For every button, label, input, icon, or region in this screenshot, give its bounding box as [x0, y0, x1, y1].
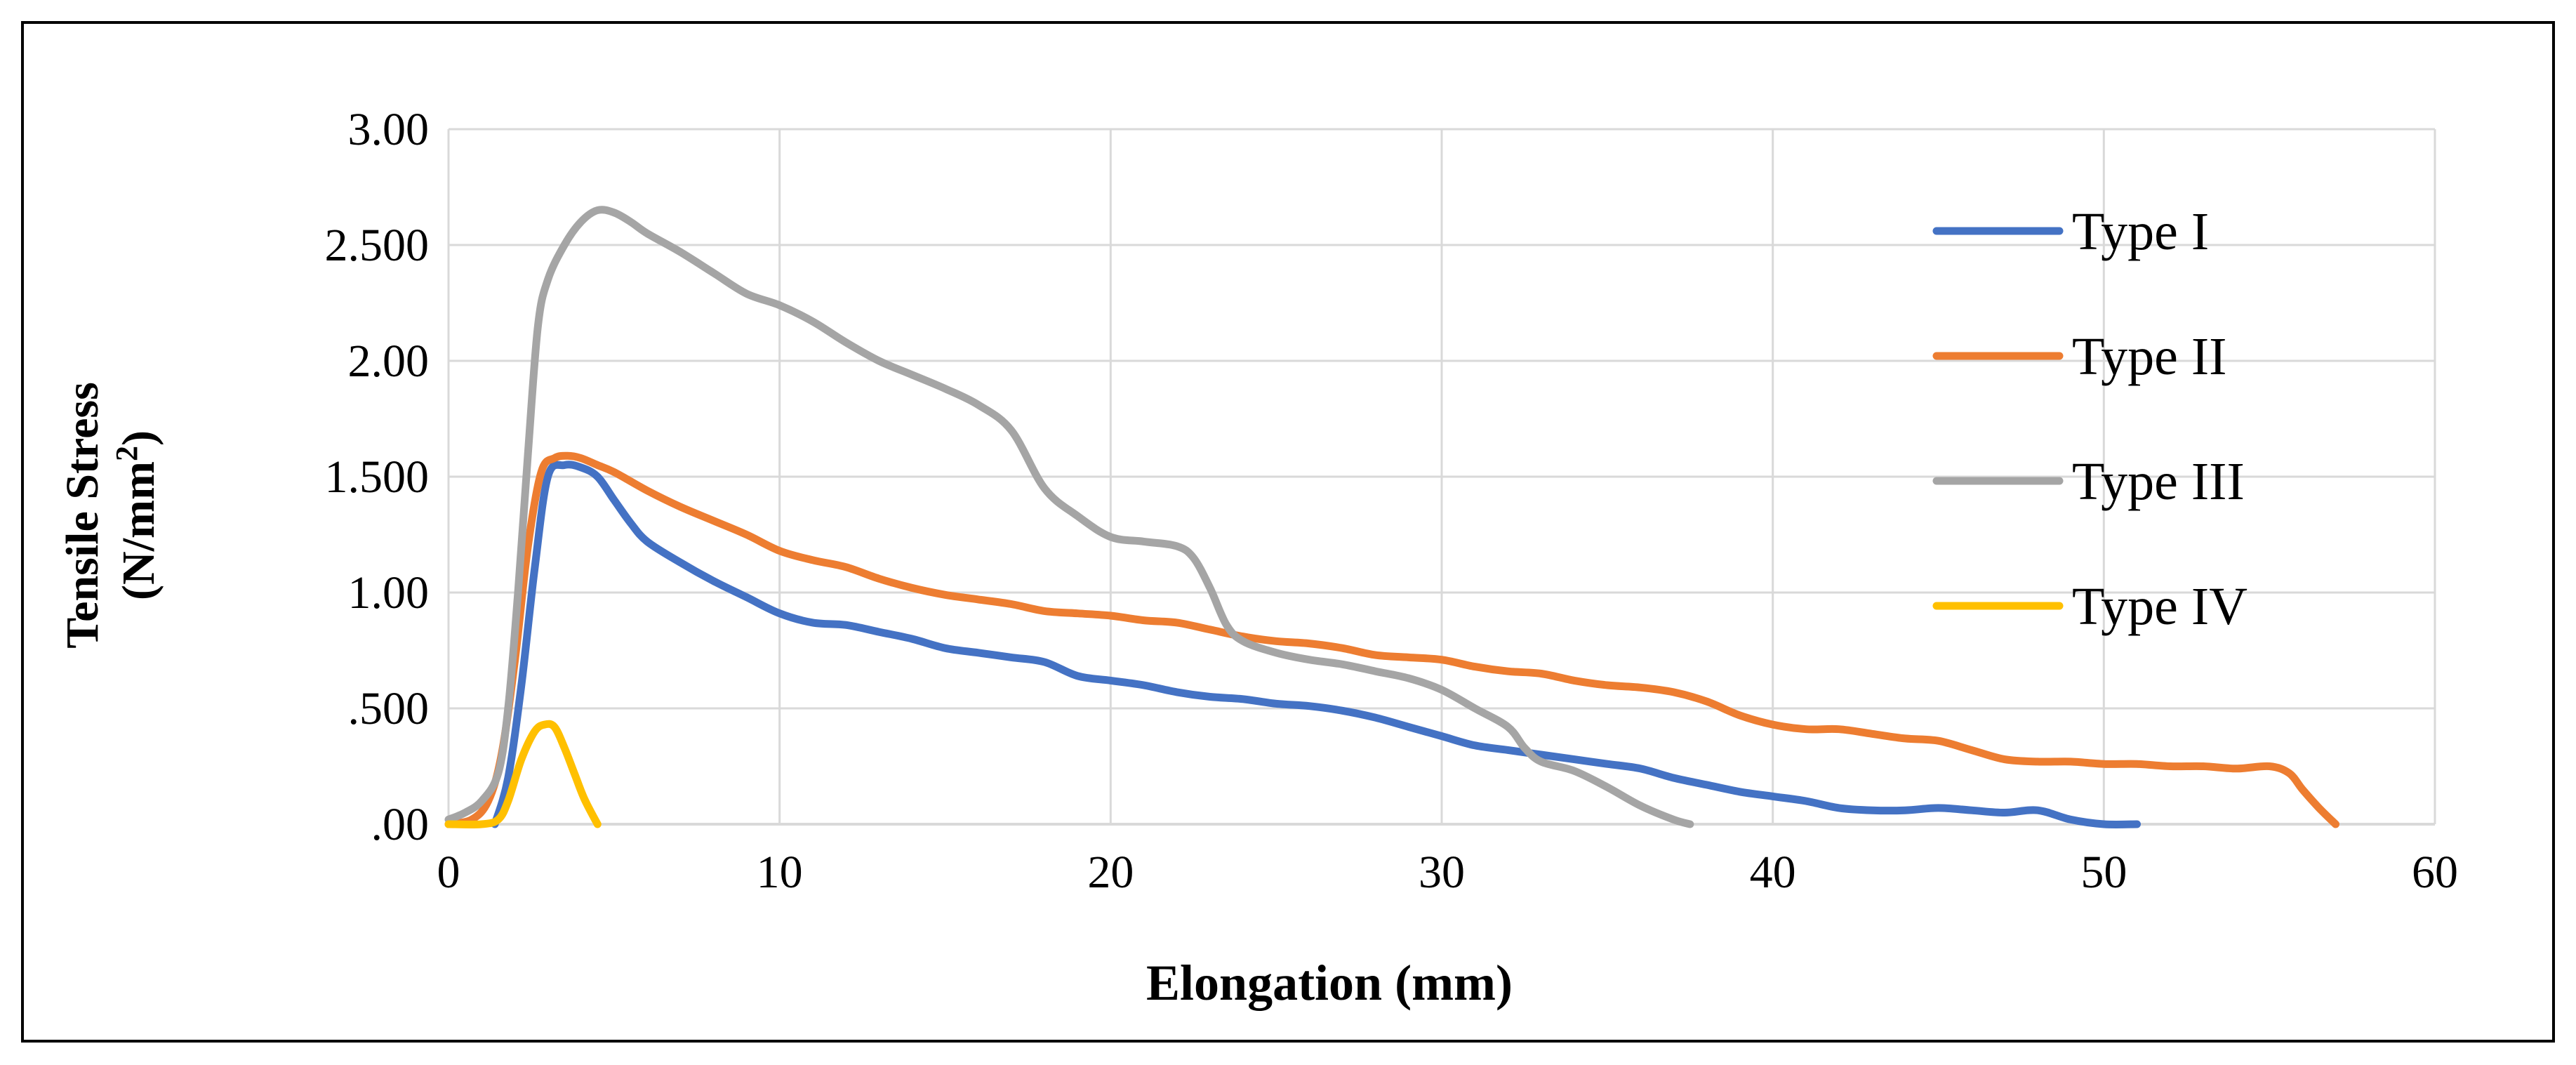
- x-tick-label: 40: [1750, 847, 1796, 898]
- y-tick-label: .00: [371, 799, 430, 850]
- legend: Type I Type II Type III Type IV: [1932, 202, 2248, 636]
- y-tick-label: 3.00: [348, 104, 430, 155]
- x-tick-label: 50: [2080, 847, 2127, 898]
- series-line-type-iii: [444, 206, 1694, 828]
- y-tick-label: 2.00: [348, 336, 430, 387]
- chart-frame: .00 .500 1.00 1.500 2.00 2.500 3.00 0 10 20 30 40 5…: [21, 21, 2555, 1043]
- grid-lines: [447, 128, 2436, 824]
- series-line-type-i: [491, 461, 2141, 828]
- series-line-type-iv: [444, 720, 602, 828]
- x-tick-label: 10: [757, 847, 803, 898]
- x-axis-ticks: 0 10 20 30 40 50 60: [437, 847, 2459, 898]
- legend-label-type-ii: Type II: [2072, 327, 2226, 386]
- y-axis-title-line1: Tensile Stress: [57, 382, 108, 649]
- series-line-type-ii: [444, 451, 2339, 828]
- x-tick-label: 0: [437, 847, 460, 898]
- y-axis-ticks: .00 .500 1.00 1.500 2.00 2.500 3.00: [325, 104, 430, 850]
- x-tick-label: 20: [1087, 847, 1134, 898]
- tensile-stress-chart: .00 .500 1.00 1.500 2.00 2.500 3.00 0 10 20 30 40 5…: [57, 104, 2459, 1011]
- legend-label-type-iv: Type IV: [2072, 577, 2248, 636]
- y-tick-label: 1.500: [325, 451, 430, 503]
- data-series: [444, 206, 2339, 828]
- y-tick-label: 1.00: [348, 567, 430, 619]
- x-tick-label: 30: [1419, 847, 1465, 898]
- x-axis-title: Elongation (mm): [1146, 955, 1513, 1011]
- legend-label-type-i: Type I: [2072, 202, 2209, 261]
- x-tick-label: 60: [2412, 847, 2458, 898]
- y-tick-label: .500: [348, 683, 430, 734]
- y-axis-title: Tensile Stress (N/mm2): [57, 382, 164, 649]
- y-tick-label: 2.500: [325, 220, 430, 271]
- y-axis-title-line2: (N/mm2): [109, 430, 165, 600]
- legend-label-type-iii: Type III: [2072, 452, 2245, 511]
